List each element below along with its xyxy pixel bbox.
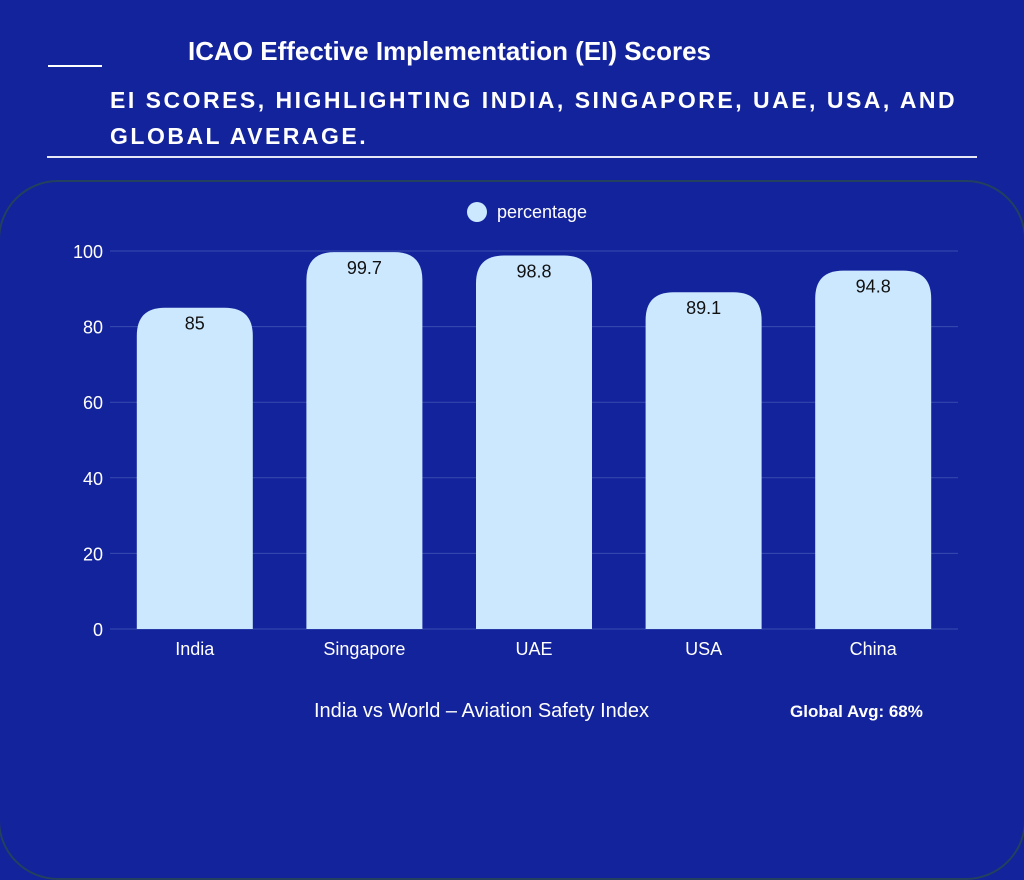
- bar: [306, 252, 423, 629]
- y-tick-label: 40: [83, 469, 103, 489]
- decorative-dash: [48, 65, 102, 67]
- bar-value-label: 85: [185, 314, 205, 334]
- x-tick-label: Singapore: [323, 639, 405, 659]
- y-tick-label: 100: [73, 242, 103, 262]
- x-tick-label: India: [175, 639, 215, 659]
- divider: [47, 156, 977, 158]
- y-tick-label: 60: [83, 393, 103, 413]
- legend-label: percentage: [497, 202, 587, 222]
- bar-chart: 0 20 40 60 80 100 percentage 85 India 99.7 Singapo…: [73, 202, 958, 659]
- bar-value-label: 98.8: [516, 262, 551, 282]
- y-tick-label: 20: [83, 544, 103, 564]
- bar: [645, 292, 762, 629]
- y-tick-label: 80: [83, 318, 103, 338]
- bar-value-label: 99.7: [347, 258, 382, 278]
- global-average: Global Avg: 68%: [790, 702, 923, 721]
- y-tick-label: 0: [93, 620, 103, 640]
- legend-marker: [467, 202, 487, 222]
- bar: [136, 307, 253, 629]
- bar-value-label: 94.8: [856, 277, 891, 297]
- footer-caption: India vs World – Aviation Safety Index: [314, 700, 650, 722]
- bar-value-label: 89.1: [686, 298, 721, 318]
- x-tick-label: USA: [685, 639, 722, 659]
- bar: [815, 270, 932, 629]
- chart-title: ICAO Effective Implementation (EI) Score…: [188, 36, 712, 66]
- x-tick-label: UAE: [515, 639, 552, 659]
- x-tick-label: China: [850, 639, 898, 659]
- bar: [476, 255, 592, 629]
- chart-subtitle: EI SCORES, HIGHLIGHTING INDIA, SINGAPORE…: [110, 87, 958, 149]
